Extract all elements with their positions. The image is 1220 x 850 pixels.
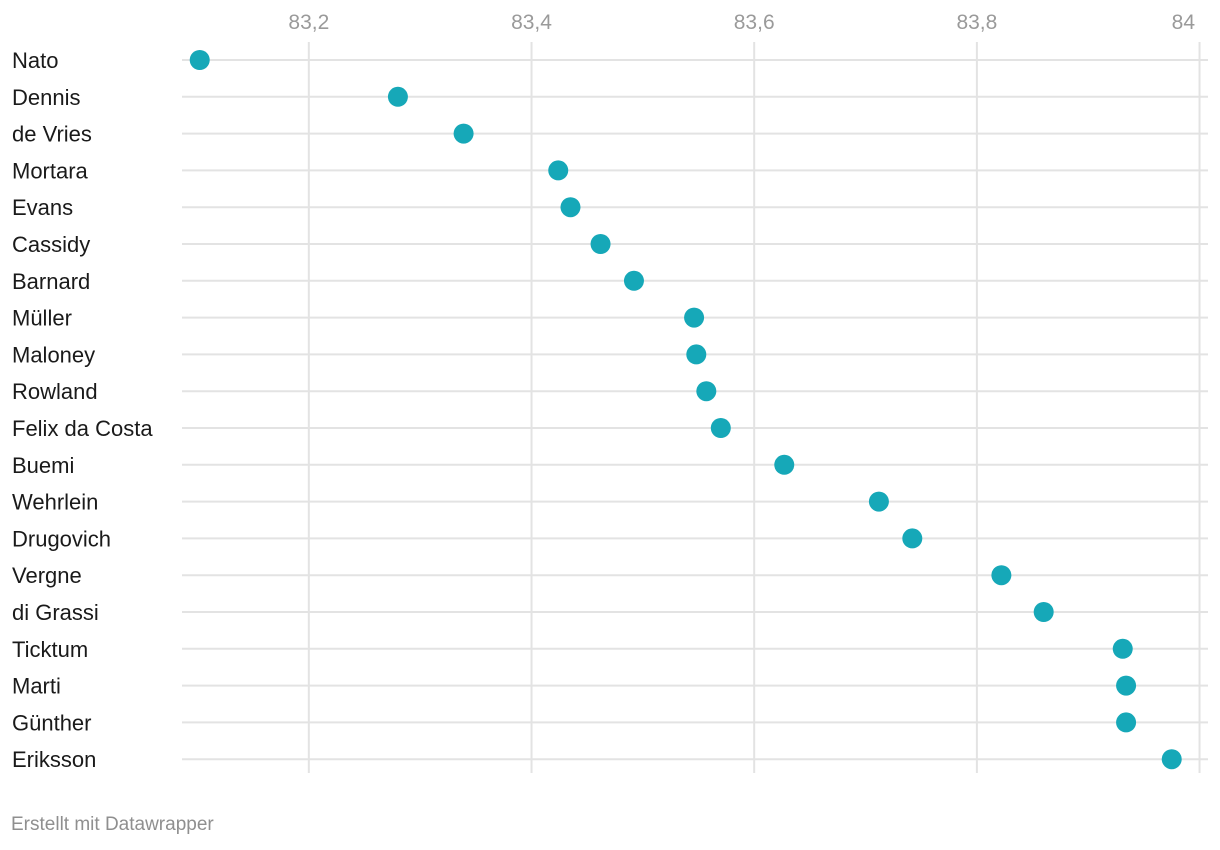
category-label: Günther <box>12 710 92 735</box>
data-point <box>387 86 408 107</box>
data-point <box>1112 638 1133 659</box>
category-label: Müller <box>12 306 72 331</box>
data-point <box>548 160 569 181</box>
x-tick-label: 83,6 <box>734 11 775 34</box>
category-label: Buemi <box>12 453 74 478</box>
x-tick-label: 83,8 <box>956 11 997 34</box>
category-label: Wehrlein <box>12 490 98 515</box>
category-label: Ticktum <box>12 637 88 662</box>
data-point <box>1033 602 1054 622</box>
data-point <box>686 344 707 365</box>
row-gridlines <box>182 59 1208 761</box>
x-tick-label: 84 <box>1172 11 1196 34</box>
data-point <box>453 123 474 144</box>
category-label: Mortara <box>12 158 89 183</box>
category-label: Barnard <box>12 269 90 294</box>
data-point <box>991 565 1012 586</box>
category-label: Maloney <box>12 342 95 367</box>
footer-credit: Erstellt mit Datawrapper <box>11 814 214 835</box>
data-point <box>696 381 717 402</box>
data-point <box>684 307 705 328</box>
category-label: Nato <box>12 48 58 73</box>
data-point <box>623 270 644 291</box>
chart-svg: 83,2 83,4 83,6 83,8 84 Nato Dennis de Vries Mor… <box>12 11 1208 773</box>
data-point <box>560 197 581 218</box>
category-label: Vergne <box>12 563 82 588</box>
data-point <box>774 454 795 475</box>
data-point <box>1116 712 1137 733</box>
x-tick-label: 83,4 <box>511 11 552 34</box>
category-label: Drugovich <box>12 526 111 551</box>
category-label: Evans <box>12 195 73 220</box>
category-label: Rowland <box>12 379 98 404</box>
category-label: Eriksson <box>12 747 96 772</box>
data-point <box>902 528 923 549</box>
category-labels: Nato Dennis de Vries Mortara Evans Cassidy Bar… <box>12 48 153 772</box>
category-label: di Grassi <box>12 600 99 625</box>
vertical-gridlines <box>307 42 1201 773</box>
data-point <box>1116 675 1137 696</box>
dot-plot-chart: 83,2 83,4 83,6 83,8 84 Nato Dennis de Vries Mor… <box>12 11 1208 773</box>
x-axis-tick-labels: 83,2 83,4 83,6 83,8 84 <box>288 11 1195 34</box>
data-points <box>189 50 1182 770</box>
data-point <box>1161 749 1182 770</box>
category-label: Cassidy <box>12 232 90 257</box>
x-tick-label: 83,2 <box>288 11 329 34</box>
data-point <box>189 50 210 70</box>
category-label: Dennis <box>12 85 80 110</box>
data-point <box>710 418 731 438</box>
category-label: Felix da Costa <box>12 416 153 441</box>
category-label: de Vries <box>12 122 92 147</box>
data-point <box>868 491 889 512</box>
category-label: Marti <box>12 674 61 699</box>
data-point <box>590 234 611 254</box>
